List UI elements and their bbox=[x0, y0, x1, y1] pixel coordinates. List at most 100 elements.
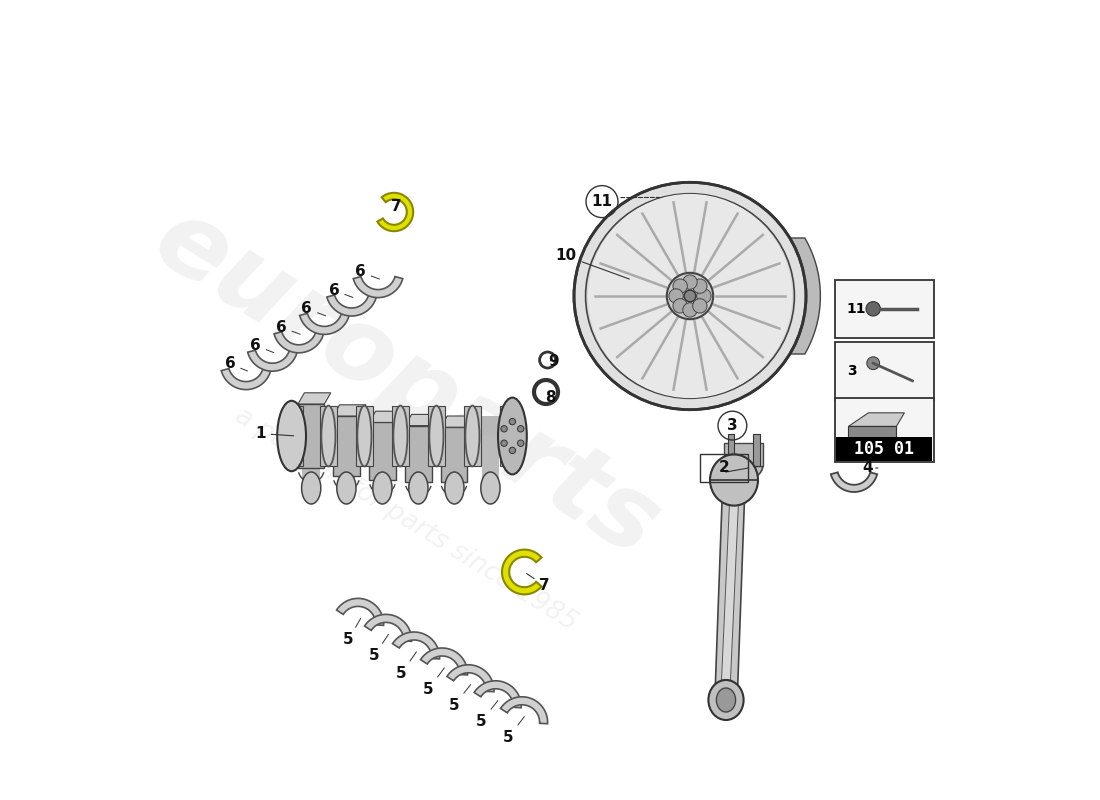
Circle shape bbox=[673, 298, 688, 313]
Polygon shape bbox=[420, 648, 468, 675]
Ellipse shape bbox=[587, 194, 792, 398]
Polygon shape bbox=[437, 416, 472, 456]
Polygon shape bbox=[428, 406, 446, 466]
Text: 5: 5 bbox=[368, 634, 388, 663]
Ellipse shape bbox=[667, 273, 713, 319]
Text: 11: 11 bbox=[847, 302, 867, 316]
Text: 9: 9 bbox=[548, 354, 559, 369]
Circle shape bbox=[669, 289, 683, 303]
Circle shape bbox=[517, 426, 524, 432]
Ellipse shape bbox=[337, 472, 356, 504]
Ellipse shape bbox=[301, 472, 321, 504]
Polygon shape bbox=[392, 406, 409, 466]
Ellipse shape bbox=[710, 454, 758, 506]
Polygon shape bbox=[221, 369, 271, 390]
Polygon shape bbox=[409, 436, 427, 488]
Circle shape bbox=[500, 440, 507, 446]
Text: 3: 3 bbox=[727, 418, 738, 433]
Polygon shape bbox=[848, 426, 896, 446]
Polygon shape bbox=[370, 422, 396, 480]
Text: 5: 5 bbox=[449, 685, 471, 713]
Ellipse shape bbox=[502, 406, 516, 466]
Text: 8: 8 bbox=[544, 390, 556, 405]
Polygon shape bbox=[502, 550, 541, 594]
Text: 10: 10 bbox=[556, 249, 629, 279]
Polygon shape bbox=[294, 416, 329, 456]
Polygon shape bbox=[353, 277, 403, 298]
Text: 6: 6 bbox=[301, 302, 326, 316]
Polygon shape bbox=[830, 472, 877, 492]
Polygon shape bbox=[374, 436, 392, 488]
Circle shape bbox=[509, 447, 516, 454]
Polygon shape bbox=[393, 632, 440, 659]
Ellipse shape bbox=[287, 406, 301, 466]
Text: europarts: europarts bbox=[135, 189, 676, 579]
Text: 6: 6 bbox=[276, 320, 300, 334]
Circle shape bbox=[866, 302, 880, 316]
Polygon shape bbox=[333, 405, 366, 416]
Polygon shape bbox=[474, 681, 521, 708]
Polygon shape bbox=[447, 665, 494, 692]
Ellipse shape bbox=[429, 406, 443, 466]
Circle shape bbox=[684, 290, 696, 302]
Text: 11: 11 bbox=[592, 194, 613, 209]
FancyBboxPatch shape bbox=[835, 280, 934, 338]
Ellipse shape bbox=[373, 472, 392, 504]
Polygon shape bbox=[299, 314, 349, 334]
Text: 5: 5 bbox=[343, 618, 361, 647]
Polygon shape bbox=[848, 413, 904, 426]
Circle shape bbox=[517, 440, 524, 446]
Text: 6: 6 bbox=[224, 357, 248, 371]
Circle shape bbox=[693, 298, 707, 313]
Text: 1: 1 bbox=[255, 426, 294, 441]
Polygon shape bbox=[285, 406, 303, 466]
Ellipse shape bbox=[481, 472, 500, 504]
Circle shape bbox=[696, 289, 711, 303]
FancyBboxPatch shape bbox=[835, 342, 934, 400]
Polygon shape bbox=[364, 614, 411, 642]
Circle shape bbox=[509, 418, 516, 425]
Ellipse shape bbox=[409, 472, 428, 504]
Ellipse shape bbox=[585, 194, 794, 398]
Circle shape bbox=[673, 279, 688, 294]
Polygon shape bbox=[472, 416, 508, 456]
Polygon shape bbox=[329, 416, 364, 456]
Polygon shape bbox=[333, 416, 360, 476]
Polygon shape bbox=[338, 436, 355, 488]
Polygon shape bbox=[791, 238, 821, 354]
Circle shape bbox=[867, 357, 880, 370]
Ellipse shape bbox=[574, 182, 806, 410]
Polygon shape bbox=[370, 411, 402, 422]
Polygon shape bbox=[441, 416, 474, 427]
Ellipse shape bbox=[465, 406, 480, 466]
Ellipse shape bbox=[708, 680, 744, 720]
Polygon shape bbox=[754, 434, 760, 466]
Text: 5: 5 bbox=[396, 652, 417, 681]
Text: 5: 5 bbox=[476, 701, 498, 729]
Polygon shape bbox=[446, 436, 463, 488]
Text: 6: 6 bbox=[329, 283, 353, 298]
Text: 3: 3 bbox=[847, 364, 857, 378]
Circle shape bbox=[693, 279, 707, 294]
Ellipse shape bbox=[394, 406, 407, 466]
Polygon shape bbox=[400, 416, 437, 456]
Polygon shape bbox=[727, 434, 734, 466]
Polygon shape bbox=[364, 416, 400, 456]
Polygon shape bbox=[722, 502, 738, 680]
Circle shape bbox=[683, 302, 697, 317]
Polygon shape bbox=[248, 350, 297, 371]
Polygon shape bbox=[441, 427, 468, 482]
Bar bbox=[836, 437, 933, 461]
Text: 7: 7 bbox=[527, 574, 550, 593]
Text: 6: 6 bbox=[250, 338, 274, 353]
Text: a passion for parts since 1985: a passion for parts since 1985 bbox=[230, 403, 582, 637]
Circle shape bbox=[683, 275, 697, 290]
Ellipse shape bbox=[444, 472, 464, 504]
Polygon shape bbox=[320, 406, 338, 466]
Ellipse shape bbox=[498, 398, 527, 474]
Text: 105 01: 105 01 bbox=[855, 440, 914, 458]
Ellipse shape bbox=[725, 451, 762, 480]
Text: 4: 4 bbox=[862, 461, 878, 475]
Polygon shape bbox=[500, 697, 548, 724]
Polygon shape bbox=[337, 598, 384, 626]
